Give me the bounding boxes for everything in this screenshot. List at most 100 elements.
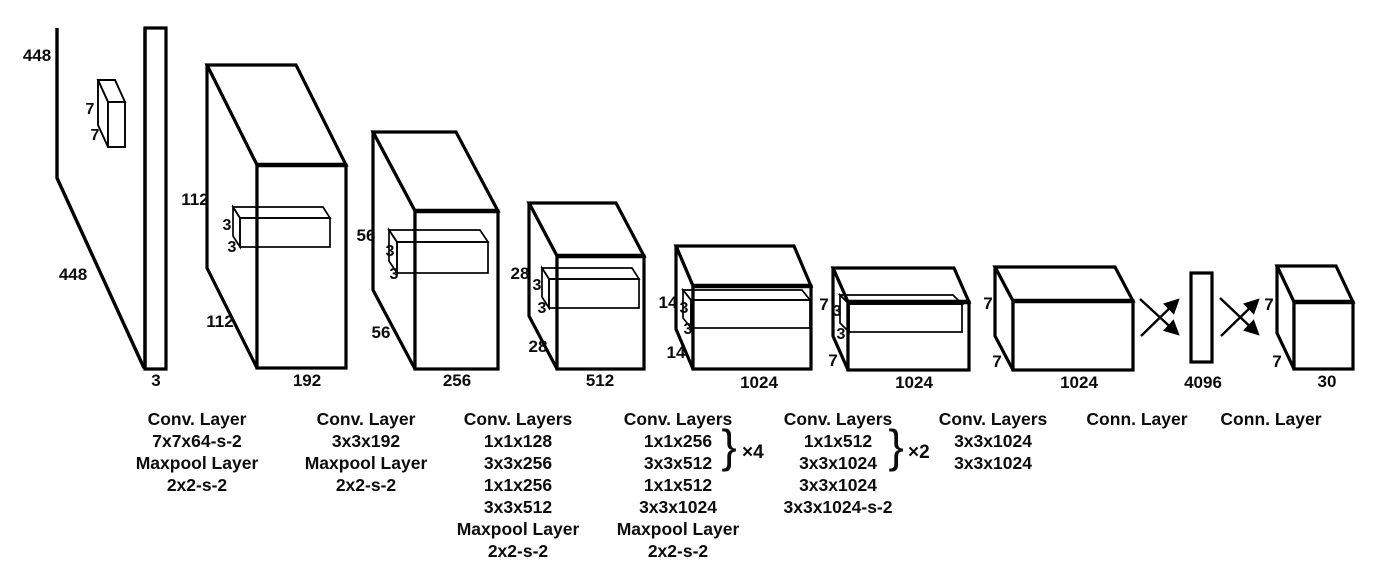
conv-block-2-front-face (413, 209, 500, 371)
conv-block-2-channels-label: 256 (443, 371, 471, 390)
conv-block-3-front-face (555, 254, 646, 371)
conv-block-4-top-face (673, 244, 814, 288)
input-height-label: 448 (23, 46, 51, 65)
conv-block-5-channels-label: 1024 (895, 373, 933, 392)
layer-label-line: 1x1x256 (484, 475, 552, 495)
layer-label-column-7: Conn. Layer (1086, 409, 1187, 429)
conv-block-1: 112 112 192 3 3 (181, 63, 349, 390)
fc-connection-arrows-1 (1139, 298, 1180, 337)
conv-block-3: 28 28 512 3 3 (511, 201, 647, 390)
layer-label-line: Conv. Layers (784, 409, 893, 429)
layer-label-line: 1x1x128 (484, 431, 552, 451)
conv-block-6-top-face (992, 265, 1136, 303)
layer-label-line: Conv. Layers (464, 409, 573, 429)
layer-label-line: 2x2-s-2 (488, 541, 549, 561)
layer-label-line: 3x3x1024 (799, 453, 877, 473)
output-channels-label: 30 (1318, 372, 1337, 391)
layer-label-line: 1x1x512 (644, 475, 712, 495)
conv-block-1-depth-label: 112 (206, 312, 233, 331)
conv-block-1-front-face (255, 163, 348, 370)
input-kernel-w-label: 7 (91, 127, 100, 144)
conv-block-6-front-face (1011, 299, 1135, 372)
conv-block-3-kernel-h-label: 3 (533, 277, 542, 294)
layer-label-line: 2x2-s-2 (648, 541, 709, 561)
repeat-brace: } (888, 420, 903, 472)
layer-label-line: 3x3x192 (332, 431, 400, 451)
input-channel-slab (143, 26, 168, 371)
conv-block-4-height-label: 14 (659, 293, 678, 312)
conv-block-2-kernel-front-face (396, 241, 489, 274)
fc-connection-arrows-2 (1219, 297, 1260, 337)
output-height-label: 7 (1264, 295, 1273, 314)
conv-block-5-kernel-front-face (848, 303, 963, 333)
layer-label-column-3: Conv. Layers 1x1x128 3x3x256 1x1x256 3x3… (457, 409, 580, 561)
layer-label-line: 7x7x64-s-2 (152, 431, 242, 451)
layer-label-line: 3x3x1024 (954, 453, 1032, 473)
conv-block-6: 7 7 1024 (983, 265, 1136, 392)
conv-block-6-depth-label: 7 (992, 352, 1001, 371)
layer-label-line: Conn. Layer (1220, 409, 1321, 429)
conv-block-4: 14 14 1024 3 3 (659, 244, 814, 392)
layer-label-line: 3x3x512 (484, 497, 552, 517)
layer-label-line: 3x3x256 (484, 453, 552, 473)
input-image-plane: 448 448 3 (23, 26, 168, 390)
conv-block-1-kernel-w-label: 3 (228, 239, 237, 256)
layer-label-line: Maxpool Layer (136, 453, 259, 473)
layer-label-line: 2x2-s-2 (336, 475, 397, 495)
fc-layer: 4096 (1184, 271, 1222, 392)
layer-label-line: 1x1x512 (804, 431, 872, 451)
layer-label-line: 3x3x1024 (639, 497, 717, 517)
conv-block-5-height-label: 7 (819, 295, 828, 314)
layer-label-line: Conv. Layers (624, 409, 733, 429)
layer-label-line: Maxpool Layer (305, 453, 428, 473)
layer-label-column-2: Conv. Layer 3x3x192 Maxpool Layer 2x2-s-… (305, 409, 428, 495)
conv-block-1-kernel-front-face (239, 217, 331, 248)
conv-block-1-kernel-h-label: 3 (223, 217, 232, 234)
input-kernel-front-face (107, 101, 126, 148)
repeat-times-label: ×4 (742, 442, 764, 463)
conv-block-3-depth-label: 28 (529, 337, 548, 356)
conv-block-6-height-label: 7 (983, 294, 992, 313)
layer-label-column-1: Conv. Layer 7x7x64-s-2 Maxpool Layer 2x2… (136, 409, 259, 495)
conv-block-2-depth-label: 56 (372, 323, 391, 342)
input-channels-label: 3 (151, 371, 160, 390)
layer-label-line: 3x3x1024-s-2 (784, 497, 893, 517)
conv-block-2-kernel-w-label: 3 (390, 266, 399, 283)
layer-label-column-8: Conn. Layer (1220, 409, 1321, 429)
conv-block-5-kernel-w-label: 3 (837, 326, 846, 343)
layer-label-column-5: Conv. Layers 1x1x512 3x3x1024 } ×2 3x3x1… (784, 409, 930, 517)
conv-block-3-height-label: 28 (511, 264, 530, 283)
conv-block-5-depth-label: 7 (828, 351, 837, 370)
fc-arrow-down-2 (1219, 297, 1260, 336)
layer-label-line: Conv. Layer (317, 409, 416, 429)
conv-block-4-channels-label: 1024 (740, 373, 778, 392)
input-kernel-box: 7 7 (86, 79, 127, 148)
conv-block-4-kernel-w-label: 3 (684, 321, 693, 338)
fc-arrow-up (1140, 298, 1180, 337)
layer-label-line: Maxpool Layer (457, 519, 580, 539)
conv-block-2: 56 56 256 3 3 (357, 130, 501, 390)
fc-arrow-up-2 (1220, 298, 1260, 337)
conv-block-3-kernel-w-label: 3 (538, 300, 547, 317)
conv-block-4-kernel-h-label: 3 (680, 300, 689, 317)
layer-label-line: 2x2-s-2 (167, 475, 228, 495)
repeat-brace: } (721, 420, 736, 472)
layer-label-column-6: Conv. Layers 3x3x1024 3x3x1024 (939, 409, 1048, 473)
conv-block-2-height-label: 56 (357, 226, 376, 245)
layer-label-line: Conv. Layers (939, 409, 1048, 429)
conv-block-4-depth-label: 14 (667, 343, 686, 362)
layer-label-line: Conv. Layer (148, 409, 247, 429)
output-tensor: 7 7 30 (1264, 264, 1356, 391)
fc-layer-units-label: 4096 (1184, 373, 1222, 392)
conv-block-4-kernel-front-face (690, 299, 811, 329)
layer-label-line: Conn. Layer (1086, 409, 1187, 429)
layer-label-line: Maxpool Layer (617, 519, 740, 539)
conv-block-1-channels-label: 192 (293, 371, 321, 390)
repeat-times-label: ×2 (908, 442, 930, 463)
input-plane-left-edge (55, 28, 146, 369)
input-width-label: 448 (59, 265, 87, 284)
conv-block-3-kernel-front-face (548, 278, 640, 309)
layer-label-line: 3x3x512 (644, 453, 712, 473)
